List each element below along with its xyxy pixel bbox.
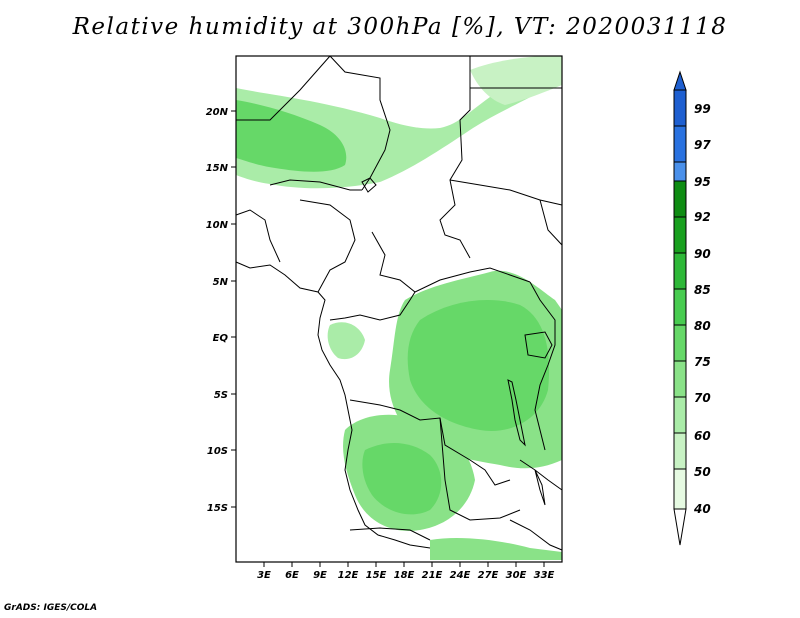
lon-label: 6E (285, 570, 299, 581)
colorbar-legend: 99 97 95 92 90 85 80 75 70 60 50 40 (673, 70, 711, 546)
colorbar-label: 90 (694, 247, 711, 261)
border-angola-zambia (439, 417, 521, 521)
border-niger-chad (329, 55, 391, 191)
shading-north-core (236, 100, 347, 172)
coastline-west-africa (235, 261, 431, 549)
lat-label: 15N (206, 163, 229, 174)
border-mozambique (509, 519, 563, 551)
lat-label: 10S (207, 446, 228, 457)
lon-label: 15E (366, 570, 387, 581)
lake-chad (361, 177, 377, 193)
lat-label: 20N (206, 107, 229, 118)
map-frame (235, 55, 563, 563)
lon-label: 30E (506, 570, 527, 581)
colorbar-label: 60 (694, 429, 711, 443)
colorbar-label: 97 (694, 138, 711, 152)
border-drc-angola (349, 399, 511, 486)
colorbar-segment-92-95 (673, 161, 687, 182)
border-congo (329, 291, 416, 321)
border-east-africa (529, 281, 556, 451)
colorbar-segment-50-60 (673, 396, 687, 434)
lat-label: 5N (213, 277, 229, 288)
border-ethiopia (539, 199, 563, 246)
colorbar-segment-85-90 (673, 216, 687, 254)
grads-credit: GrADS: IGES/COLA (4, 603, 98, 613)
lon-label: 27E (478, 570, 499, 581)
border-chad-sudan (439, 56, 471, 259)
border-namibia (349, 527, 431, 541)
lon-label: 18E (394, 570, 415, 581)
lon-label: 24E (450, 570, 471, 581)
shading-gabon (327, 322, 365, 360)
lon-label: 21E (422, 570, 443, 581)
colorbar-segment-below (673, 468, 687, 510)
lat-label: 10N (206, 220, 229, 231)
border-westafrica-2 (235, 209, 281, 263)
latitude-axis: 20N 15N 10N 5N EQ 5S 10S 15S (206, 107, 236, 514)
border-zambia-tz (519, 459, 563, 491)
border-sudan-ss (449, 179, 563, 206)
colorbar-label: 85 (694, 283, 711, 297)
colorbar-top-arrow (673, 70, 687, 91)
lakes (361, 177, 553, 506)
colorbar-segment-97-99 (673, 89, 687, 127)
border-niger-nigeria (269, 179, 362, 191)
colorbar-segment-90-92 (673, 180, 687, 218)
border-nigeria-cameroon (299, 199, 356, 293)
colorbar-bottom-arrow (673, 508, 687, 546)
lon-label: 12E (338, 570, 359, 581)
colorbar-label: 80 (694, 319, 711, 333)
colorbar-segment-95-97 (673, 125, 687, 163)
lon-label: 3E (257, 570, 271, 581)
lon-label: 9E (313, 570, 327, 581)
border-sahara (236, 55, 331, 121)
colorbar-segment-60-70 (673, 360, 687, 398)
lake-tanganyika (507, 379, 526, 447)
lake-malawi (534, 469, 546, 506)
colorbar-label: 99 (694, 102, 711, 116)
colorbar-label: 70 (694, 391, 711, 405)
lake-victoria (524, 331, 553, 359)
border-car (371, 231, 531, 293)
colorbar-label: 50 (694, 465, 711, 479)
longitude-axis: 3E 6E 9E 12E 15E 18E 21E 24E 27E 30E 33E (257, 562, 555, 581)
colorbar-label: 92 (694, 210, 711, 224)
lat-label: EQ (213, 333, 229, 344)
colorbar-segment-70-75 (673, 324, 687, 362)
colorbar-segment-40-50 (673, 432, 687, 470)
colorbar-label: 95 (694, 175, 711, 189)
lat-label: 15S (207, 503, 228, 514)
colorbar-segment-75-80 (673, 288, 687, 326)
colorbar-label: 40 (693, 502, 711, 516)
country-borders (235, 55, 563, 551)
colorbar-label: 75 (694, 355, 711, 369)
humidity-shading (236, 56, 562, 560)
map-title: Relative humidity at 300hPa [%], VT: 202… (72, 14, 728, 40)
lon-label: 33E (534, 570, 555, 581)
lat-label: 5S (214, 390, 228, 401)
colorbar-segment-80-85 (673, 252, 687, 290)
shading-angola-core (362, 443, 442, 515)
shading-congo-core (407, 300, 550, 431)
shading-ne-corner (470, 56, 562, 105)
shading-south-strip (430, 537, 562, 560)
